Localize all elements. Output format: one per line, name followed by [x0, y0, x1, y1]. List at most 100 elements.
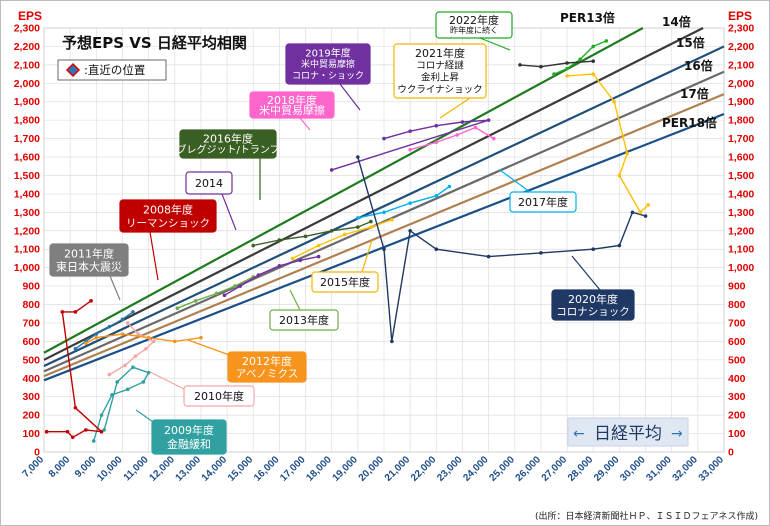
callout-box	[183, 385, 255, 407]
callout-pointer	[439, 97, 471, 119]
callout-text: コロナ経謎	[416, 59, 464, 71]
annotation-callout: 2013年度	[269, 289, 339, 331]
x-tick-label: 10,000	[95, 454, 125, 484]
x-tick-label: 7,000	[21, 454, 47, 480]
chart-title: 予想EPS VS 日経平均相関	[62, 34, 247, 52]
data-point	[638, 210, 643, 215]
data-point	[141, 380, 146, 384]
x-tick-label: 28,000	[566, 454, 596, 484]
callout-box	[269, 309, 339, 331]
x-tick-label: 19,000	[331, 454, 361, 484]
y-tick-label-left: 1,500	[14, 170, 40, 182]
data-point	[60, 310, 65, 314]
data-point	[591, 247, 596, 252]
y-tick-label-right: 100	[728, 428, 746, 440]
y-tick-label-left: 100	[22, 428, 40, 440]
legend: :直近の位置	[57, 59, 167, 81]
y-tick-label-right: 600	[728, 336, 746, 348]
y-tick-label-right: 1,200	[728, 225, 754, 237]
callout-pointer	[299, 117, 311, 131]
callout-text: 2019年度	[305, 46, 350, 59]
x-tick-label: 23,000	[435, 454, 465, 484]
data-point	[434, 123, 439, 128]
y-tick-label-left: 2,100	[14, 59, 40, 71]
callout-text: ブレグジット/トランプ	[176, 143, 279, 156]
y-tick-label-left: 0	[34, 447, 40, 459]
y-tick-label-right: 2,300	[728, 23, 754, 35]
annotation-callout: 2017年度	[499, 169, 577, 213]
data-point	[591, 59, 596, 63]
y-tick-label-left: 1,700	[14, 133, 40, 145]
x-axis-label: 日経平均	[594, 424, 662, 444]
annotation-callout: 2015年度	[311, 239, 379, 293]
data-point	[460, 120, 465, 124]
y-tick-label-left: 2,000	[14, 78, 40, 90]
y-tick-label-right: 1,800	[728, 115, 754, 127]
y-tick-label-left: 1,100	[14, 244, 40, 256]
data-point	[120, 332, 125, 336]
y-tick-label-right: 700	[728, 317, 746, 329]
callout-pointer	[187, 339, 233, 357]
data-point	[199, 335, 203, 340]
data-point	[73, 310, 78, 314]
data-point	[125, 321, 130, 325]
data-point	[102, 428, 106, 432]
data-point	[316, 243, 321, 248]
callout-box	[551, 289, 635, 321]
data-point	[131, 365, 135, 370]
callout-pointer	[289, 289, 301, 311]
data-point	[89, 299, 93, 303]
x-tick-label: 24,000	[461, 454, 491, 484]
callout-text: 米中貿易摩擦	[301, 58, 355, 70]
callout-pointer	[109, 275, 121, 301]
data-series-line	[85, 333, 201, 344]
y-tick-label-right: 2,000	[728, 78, 754, 90]
callout-text: 2015年度	[320, 275, 370, 289]
data-point	[565, 74, 569, 78]
x-tick-label: 32,000	[671, 454, 701, 484]
data-point	[233, 284, 237, 288]
callout-text: 金融緩和	[167, 437, 211, 451]
y-tick-label-right: 400	[728, 373, 746, 385]
data-point	[382, 136, 386, 141]
annotation-callout: 2010年度	[149, 371, 255, 407]
data-point	[617, 173, 622, 178]
data-point	[486, 118, 491, 122]
callout-text: 2009年度	[164, 423, 214, 437]
y-tick-label-left: 800	[22, 299, 40, 311]
y-tick-label-right: 1,100	[728, 244, 754, 256]
x-tick-label: 17,000	[278, 454, 308, 484]
data-point	[107, 372, 112, 377]
per-line-label: PER18倍	[662, 115, 717, 130]
x-tick-label: 18,000	[304, 454, 334, 484]
data-point	[73, 405, 78, 410]
x-tick-label: 26,000	[514, 454, 544, 484]
data-point	[123, 363, 127, 368]
data-point	[447, 184, 452, 189]
data-point	[434, 193, 439, 198]
x-tick-label: 30,000	[618, 454, 648, 484]
callout-text: ウクライナショック	[397, 84, 482, 95]
data-point	[94, 335, 99, 340]
y-tick-label-left: 1,300	[14, 207, 40, 219]
data-point	[298, 258, 303, 263]
y-tick-label-right: 800	[728, 299, 746, 311]
y-tick-label-right: 500	[728, 354, 746, 366]
data-point	[617, 243, 622, 248]
x-tick-label: 12,000	[147, 454, 177, 484]
y-tick-label-left: 1,400	[14, 188, 40, 200]
data-point	[44, 429, 49, 434]
per-line	[43, 70, 725, 373]
y-tick-label-left: 500	[22, 354, 40, 366]
callout-pointer	[499, 169, 531, 193]
data-point	[408, 129, 412, 134]
y-tick-label-right: 1,300	[728, 207, 754, 219]
data-series-line	[253, 220, 372, 247]
data-series-line	[519, 60, 594, 68]
data-point	[539, 64, 543, 69]
data-point	[70, 435, 75, 440]
data-point	[565, 66, 569, 71]
callout-text: 2012年度	[242, 354, 292, 368]
